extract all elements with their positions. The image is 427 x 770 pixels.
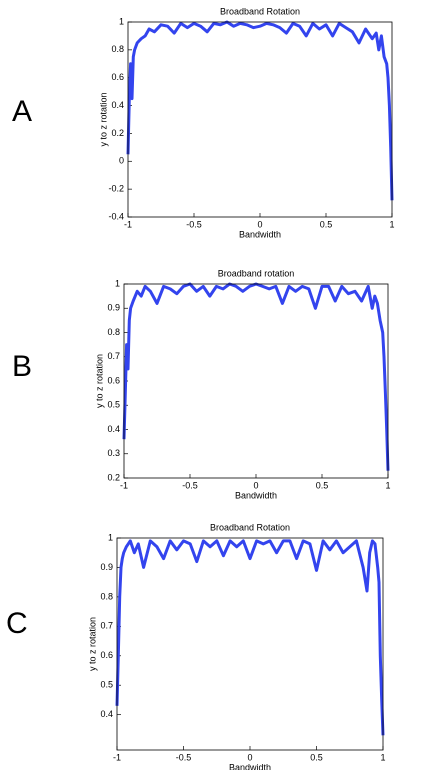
y-tick-label: 0.9 xyxy=(100,562,113,572)
x-tick-label: 1 xyxy=(385,480,390,490)
panel-label: A xyxy=(12,95,32,128)
y-tick-label: 0.8 xyxy=(111,44,124,54)
x-axis-label: Bandwidth xyxy=(235,490,277,500)
y-axis-label: y to z rotation xyxy=(98,92,108,146)
x-tick-label: -1 xyxy=(124,219,132,229)
y-tick-label: 0.8 xyxy=(107,327,120,337)
data-line xyxy=(122,282,390,471)
y-tick-label: 0.6 xyxy=(111,72,124,82)
x-tick-label: 0 xyxy=(253,480,258,490)
panel-label: C xyxy=(6,607,28,640)
y-tick-label: 0.7 xyxy=(100,621,113,631)
chart-title: Broadband Rotation xyxy=(220,6,300,16)
data-line xyxy=(115,539,385,736)
x-tick-label: 0.5 xyxy=(316,480,329,490)
axes-box xyxy=(123,283,389,479)
x-tick-label: -1 xyxy=(113,752,121,762)
y-tick-label: 0.6 xyxy=(100,650,113,660)
y-tick-label: -0.4 xyxy=(108,211,124,221)
y-tick-label: 1 xyxy=(108,532,113,542)
y-tick-label: 0.9 xyxy=(107,303,120,313)
y-tick-label: 0.7 xyxy=(107,351,120,361)
y-tick-label: 0.3 xyxy=(107,448,120,458)
data-line xyxy=(126,20,394,201)
y-tick-label: 0.8 xyxy=(100,591,113,601)
y-axis-label: y to z rotation xyxy=(87,617,97,671)
x-tick-label: 0.5 xyxy=(320,219,333,229)
y-tick-label: 0.4 xyxy=(111,100,124,110)
y-tick-label: 0.2 xyxy=(107,472,120,482)
x-tick-label: 0 xyxy=(257,219,262,229)
y-tick-label: 1 xyxy=(115,278,120,288)
x-tick-label: 1 xyxy=(380,752,385,762)
x-tick-label: -0.5 xyxy=(182,480,198,490)
x-tick-label: 1 xyxy=(389,219,394,229)
y-tick-label: 0.5 xyxy=(107,400,120,410)
axes-box xyxy=(116,537,384,751)
x-tick-label: 0 xyxy=(247,752,252,762)
y-tick-label: 0 xyxy=(119,156,124,166)
y-tick-label: 0.2 xyxy=(111,128,124,138)
chart-title: Broadband Rotation xyxy=(210,522,290,532)
y-tick-label: 0.4 xyxy=(107,424,120,434)
x-tick-label: 0.5 xyxy=(310,752,323,762)
x-axis-label: Bandwidth xyxy=(229,762,271,770)
y-tick-label: 0.4 xyxy=(100,709,113,719)
y-tick-label: -0.2 xyxy=(108,184,124,194)
axes-box xyxy=(127,21,393,218)
x-tick-label: -0.5 xyxy=(186,219,202,229)
x-tick-label: -1 xyxy=(120,480,128,490)
y-axis-label: y to z rotation xyxy=(94,354,104,408)
y-tick-label: 1 xyxy=(119,16,124,26)
x-tick-label: -0.5 xyxy=(176,752,192,762)
x-axis-label: Bandwidth xyxy=(239,229,281,239)
y-tick-label: 0.5 xyxy=(100,680,113,690)
chart-title: Broadband rotation xyxy=(218,268,295,278)
panel-label: B xyxy=(12,350,32,383)
y-tick-label: 0.6 xyxy=(107,375,120,385)
